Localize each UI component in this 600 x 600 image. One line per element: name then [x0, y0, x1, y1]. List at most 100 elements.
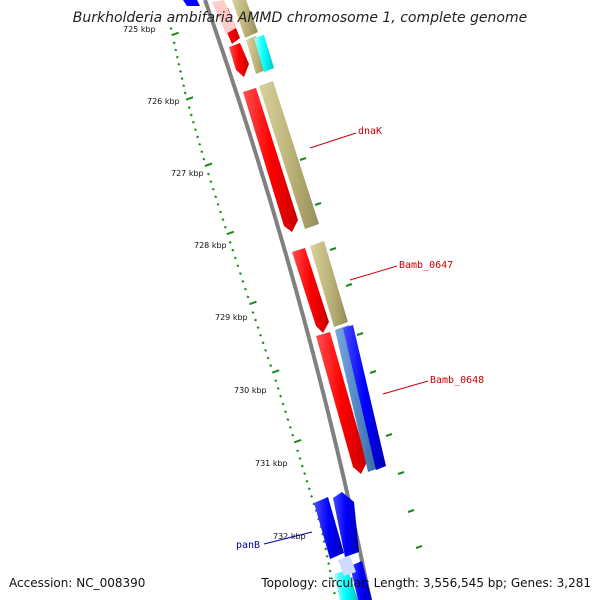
gene-feature[interactable] [232, 0, 258, 38]
ruler-minor-tick [269, 364, 273, 367]
ruler-minor-tick [279, 394, 283, 398]
ruler-minor-tick [177, 62, 181, 66]
ruler [169, 27, 423, 595]
gene-label-bamb-0648[interactable]: Bamb_0648 [430, 375, 484, 386]
feature-track [183, 0, 386, 600]
ruler-minor-tick [284, 410, 287, 414]
ruler-minor-tick [300, 464, 304, 468]
ruler-minor-tick [288, 425, 292, 429]
cds-feature[interactable] [333, 492, 359, 557]
ruler-minor-tick [191, 120, 195, 124]
bamb-0647-leader [349, 265, 398, 281]
ruler-minor-tick [221, 218, 225, 221]
ruler-minor-tick [327, 562, 331, 566]
ruler-minor-tick [187, 106, 191, 109]
ruler-minor-tick [202, 157, 206, 161]
bamb-0648-leader [382, 380, 429, 395]
gene-feature[interactable] [246, 36, 266, 74]
ruler-minor-tick [211, 187, 215, 191]
outer-ruler-tick [356, 332, 364, 336]
ruler-minor-tick [307, 487, 311, 491]
ruler-minor-tick [330, 577, 334, 580]
ruler-minor-tick [233, 256, 237, 260]
ruler-minor-tick [264, 349, 268, 352]
ruler-minor-tick [274, 379, 278, 383]
ruler-minor-tick [276, 387, 280, 390]
outer-ruler-tick [369, 370, 377, 374]
genome-summary-text: Topology: circular; Length: 3,556,545 bp… [260, 576, 591, 590]
panB-leader [263, 531, 313, 545]
gene-label-dnaK[interactable]: dnaK [358, 126, 382, 137]
ruler-major-tick [204, 162, 213, 167]
ruler-minor-tick [259, 333, 263, 337]
ruler-minor-tick [189, 113, 193, 117]
ruler-minor-tick [256, 326, 260, 330]
ruler-minor-tick [198, 143, 202, 146]
bamb-0647-cds[interactable] [292, 248, 329, 333]
ruler-minor-tick [175, 55, 179, 59]
gene-label-bamb-0647[interactable]: Bamb_0647 [399, 260, 453, 271]
ruler-minor-tick [196, 135, 200, 139]
ruler-minor-tick [254, 318, 257, 322]
cds-feature[interactable] [254, 35, 274, 72]
ruler-minor-tick [179, 70, 182, 73]
ruler-minor-tick [303, 472, 307, 476]
outer-ruler-tick [397, 471, 405, 475]
ruler-label: 728 kbp [194, 241, 227, 250]
bamb-0648-cds-reverse[interactable] [343, 325, 386, 470]
ruler-minor-tick [291, 433, 295, 437]
panB-cds[interactable] [314, 497, 344, 559]
outer-ruler-tick [329, 247, 337, 251]
ruler-major-tick [249, 300, 257, 306]
ruler-minor-tick [298, 457, 302, 460]
cds-feature[interactable] [334, 570, 358, 600]
ruler-minor-tick [296, 449, 300, 453]
ruler-minor-tick [286, 418, 290, 421]
ruler-major-tick [271, 369, 280, 374]
ruler-minor-tick [200, 150, 204, 154]
bamb-0648-cds[interactable] [316, 332, 367, 474]
ruler-minor-tick [331, 584, 335, 588]
ruler-minor-tick [194, 128, 197, 132]
ruler-minor-tick [325, 554, 329, 558]
bamb-0647-gene[interactable] [310, 241, 348, 327]
ruler-label: 726 kbp [147, 97, 180, 106]
ruler-labels: 725 kbp 726 kbp 727 kbp 728 kbp 729 kbp … [123, 25, 306, 541]
ruler-minor-tick [243, 287, 247, 291]
ruler-minor-tick [310, 495, 314, 498]
cds-feature[interactable] [183, 0, 200, 6]
ruler-minor-tick [281, 402, 285, 406]
dnaK-cds[interactable] [243, 88, 298, 232]
ruler-minor-tick [172, 41, 176, 45]
ruler-label: 725 kbp [123, 25, 156, 34]
ruler-minor-tick [180, 77, 184, 80]
ruler-minor-tick [228, 241, 232, 244]
ruler-minor-tick [206, 172, 210, 176]
ruler-minor-tick [324, 547, 328, 551]
dnaK-gene[interactable] [259, 81, 319, 229]
ruler-minor-tick [333, 591, 336, 595]
ruler-minor-tick [261, 341, 265, 345]
ruler-minor-tick [174, 48, 178, 52]
ruler-minor-tick [238, 272, 242, 275]
ruler-minor-tick [216, 203, 220, 206]
gene-label-panB[interactable]: panB [236, 540, 260, 551]
ruler-label: 729 kbp [215, 313, 248, 322]
ruler-label: 732 kbp [273, 532, 306, 541]
outer-ruler-tick [407, 509, 415, 513]
ruler-minor-tick [219, 210, 222, 214]
cds-feature[interactable] [229, 43, 249, 77]
ruler-major-tick [226, 230, 235, 236]
gene-labels: dnaK Bamb_0647 Bamb_0648 panB [236, 126, 484, 551]
outer-ruler-tick [299, 157, 307, 161]
outer-ruler-tick [385, 433, 393, 437]
accession-text: Accession: NC_008390 [9, 576, 145, 590]
ruler-minor-tick [169, 27, 173, 30]
cds-feature[interactable] [338, 556, 356, 576]
ruler-minor-tick [182, 84, 186, 88]
outer-ruler-tick [314, 202, 322, 206]
ruler-minor-tick [305, 479, 309, 483]
cds-feature[interactable] [212, 0, 236, 34]
label-leaders [263, 132, 429, 545]
